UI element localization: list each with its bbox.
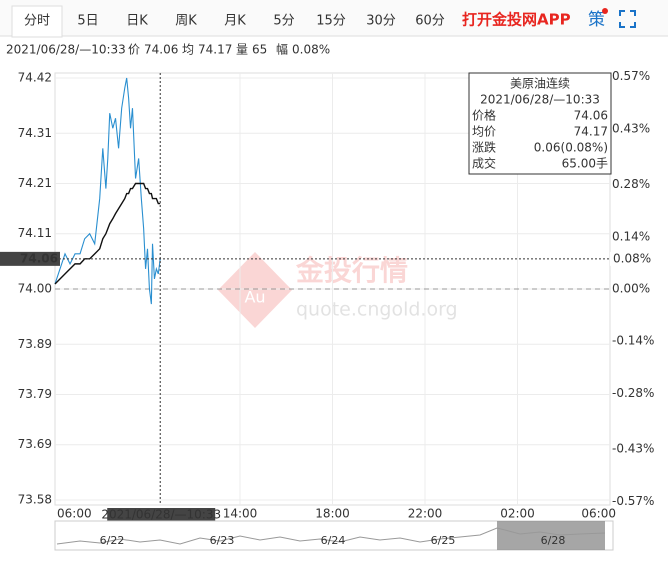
navigator-window[interactable]: [497, 521, 605, 550]
y2-tick-label: 0.28%: [612, 177, 650, 191]
y-tick-label: 73.79: [18, 387, 52, 401]
info-volume: 65: [252, 43, 267, 57]
watermark-name: 金投行情: [295, 254, 408, 287]
current-price-label: 74.06: [20, 251, 58, 265]
y2-tick-label: -0.57%: [612, 494, 654, 508]
navigator-date: 6/25: [431, 534, 456, 547]
watermark-url: quote.cngold.org: [296, 299, 458, 321]
tab[interactable]: 日K: [126, 14, 148, 29]
tab[interactable]: 5日: [77, 14, 98, 29]
tooltip-value: 0.06(0.08%): [534, 141, 608, 155]
y-tick-label: 73.58: [18, 492, 52, 506]
x-tick-label: 06:00: [57, 507, 92, 521]
toolbar-bg: [0, 0, 668, 36]
info-price-label: 价: [128, 43, 140, 57]
tooltip-value: 65.00手: [562, 157, 608, 171]
tab[interactable]: 周K: [175, 14, 197, 29]
info-time: 2021/06/28/—10:33: [6, 43, 126, 57]
y-tick-label: 74.42: [18, 71, 52, 85]
y2-tick-label: 0.14%: [612, 229, 650, 243]
watermark-logo: [218, 252, 292, 328]
crosshair-label: 2021/06/28/—10:33: [101, 508, 221, 522]
y2-tick-label: -0.43%: [612, 442, 654, 456]
current-change-tag: [610, 251, 668, 266]
info-range: 0.08%: [292, 43, 330, 57]
tab[interactable]: 30分: [366, 14, 396, 29]
y2-tick-label: 0.43%: [612, 121, 650, 135]
navigator-date: 6/24: [321, 534, 346, 547]
tooltip-time: 2021/06/28/—10:33: [480, 93, 600, 107]
info-avg-label: 均: [182, 43, 194, 57]
navigator-date: 6/23: [210, 534, 235, 547]
x-tick-label: 14:00: [223, 507, 258, 521]
tab[interactable]: 60分: [415, 14, 445, 29]
x-tick-label: 22:00: [408, 507, 443, 521]
x-tick-label: 18:00: [315, 507, 350, 521]
tooltip-key: 价格: [472, 108, 496, 123]
tooltip-title: 美原油连续: [510, 76, 570, 91]
tab[interactable]: 分时: [24, 14, 50, 29]
y-tick-label: 74.11: [18, 226, 52, 240]
y-tick-label: 73.89: [18, 337, 52, 351]
navigator-date: 6/22: [100, 534, 125, 547]
active-tab-bg: [11, 5, 63, 38]
tooltip-box: [468, 72, 612, 175]
tooltip-key: 涨跌: [472, 140, 496, 155]
info-range-label: 幅: [276, 42, 288, 57]
tooltip-key: 均价: [472, 125, 496, 139]
y2-tick-label: 0.00%: [612, 282, 650, 296]
series-line: [54, 77, 161, 305]
current-change-label: 0.08%: [613, 251, 651, 265]
info-price: 74.06: [144, 43, 178, 57]
watermark-logo-text: Au: [244, 288, 265, 307]
info-volume-label: 量: [236, 43, 248, 57]
notice-dot: [602, 8, 608, 14]
app-link[interactable]: 打开金投网APP: [462, 11, 571, 29]
crosshair-tag: [107, 508, 216, 521]
watermark: Au 金投行情 quote.cngold.org: [218, 252, 458, 328]
tab[interactable]: 月K: [224, 14, 246, 29]
y-tick-label: 74.21: [18, 176, 52, 190]
tab[interactable]: 5分: [273, 14, 294, 29]
navigator-line: [56, 527, 606, 545]
current-price-tag: [0, 251, 60, 266]
y-tick-label: 74.00: [18, 282, 52, 296]
navigator-date: 6/28: [541, 534, 566, 547]
tooltip-value: 74.06: [574, 109, 608, 123]
y-tick-label: 74.31: [18, 126, 52, 140]
info-avg: 74.17: [198, 43, 232, 57]
tab[interactable]: 15分: [316, 14, 346, 29]
x-tick-label: 06:00: [581, 507, 616, 521]
y2-tick-label: -0.14%: [612, 334, 654, 348]
tooltip-value: 74.17: [574, 125, 608, 139]
y2-tick-label: -0.28%: [612, 386, 654, 400]
tooltip-key: 成交: [472, 156, 496, 171]
y2-tick-label: 0.57%: [612, 69, 650, 83]
x-tick-label: 02:00: [500, 507, 535, 521]
strategy-button[interactable]: 策: [588, 10, 605, 30]
y-tick-label: 73.69: [18, 437, 52, 451]
fullscreen-button[interactable]: [619, 10, 636, 28]
